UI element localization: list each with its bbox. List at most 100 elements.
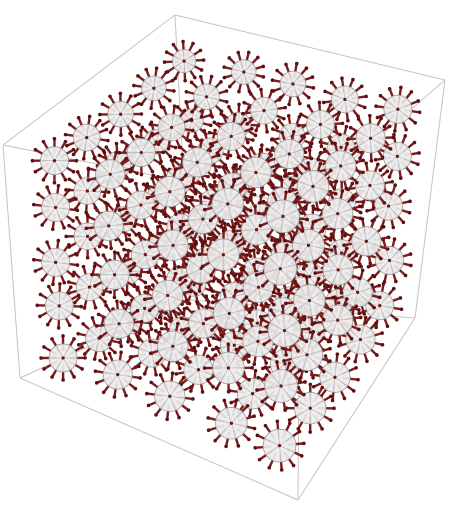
facet xyxy=(344,99,358,105)
core xyxy=(195,160,199,164)
atom xyxy=(382,201,387,205)
atom xyxy=(221,288,226,293)
core xyxy=(386,204,391,208)
atom xyxy=(158,161,163,166)
facet xyxy=(171,122,185,128)
atom xyxy=(174,372,179,376)
core xyxy=(169,125,174,130)
facet xyxy=(238,393,253,400)
atom xyxy=(200,390,205,394)
facet xyxy=(332,94,346,100)
facet xyxy=(397,95,401,110)
atom xyxy=(328,168,333,173)
molecule xyxy=(310,352,360,403)
atom xyxy=(75,208,80,213)
atom xyxy=(224,444,228,449)
atom xyxy=(345,141,349,146)
facet xyxy=(284,363,299,369)
atom xyxy=(371,206,376,210)
atom xyxy=(348,125,353,130)
atom xyxy=(90,316,95,320)
atom xyxy=(387,124,392,129)
atom xyxy=(272,243,277,247)
facet xyxy=(169,191,181,203)
facet xyxy=(220,367,229,382)
atom xyxy=(255,388,259,392)
atom xyxy=(253,204,257,209)
atom xyxy=(158,373,163,377)
facet xyxy=(229,313,241,326)
core xyxy=(116,372,120,377)
atom xyxy=(130,355,134,359)
atom xyxy=(337,344,341,348)
atom xyxy=(217,165,222,169)
facet xyxy=(41,205,56,208)
core xyxy=(139,203,143,207)
atom xyxy=(173,155,177,160)
atom xyxy=(374,321,378,325)
facet xyxy=(210,150,220,160)
atom xyxy=(79,304,84,309)
atom xyxy=(261,256,265,261)
molecule xyxy=(313,245,363,295)
atom xyxy=(180,311,185,316)
atom xyxy=(358,156,362,161)
molecule xyxy=(173,138,222,187)
atom xyxy=(381,224,386,229)
facet xyxy=(275,385,282,402)
molecule xyxy=(35,282,84,330)
core xyxy=(307,298,312,303)
atom xyxy=(252,262,256,267)
atom xyxy=(104,303,108,308)
atom xyxy=(107,342,112,347)
atom xyxy=(286,113,291,118)
facet xyxy=(389,260,404,264)
atom xyxy=(243,117,248,122)
atom xyxy=(374,325,378,330)
atom xyxy=(144,391,149,396)
atom xyxy=(169,316,174,321)
atom xyxy=(322,225,327,230)
facet xyxy=(144,294,148,309)
core xyxy=(229,421,233,425)
atom xyxy=(387,175,392,179)
core xyxy=(336,212,340,216)
facet xyxy=(96,338,100,352)
core xyxy=(232,343,236,347)
atom xyxy=(68,122,72,127)
molecule xyxy=(241,87,288,134)
core xyxy=(52,159,57,163)
atom xyxy=(195,300,199,304)
facet xyxy=(174,60,185,68)
facet xyxy=(226,408,232,424)
atom xyxy=(169,220,174,224)
atom xyxy=(151,173,156,178)
atom xyxy=(252,192,257,197)
atom xyxy=(271,290,276,295)
core xyxy=(368,183,372,188)
facet xyxy=(250,393,253,409)
facet xyxy=(136,204,142,219)
atom xyxy=(276,163,280,167)
atom xyxy=(92,264,97,269)
atom xyxy=(159,326,164,331)
core xyxy=(201,217,205,221)
atom xyxy=(42,367,46,371)
atom xyxy=(329,308,334,312)
atom xyxy=(36,247,40,251)
atom xyxy=(175,105,180,109)
atom xyxy=(328,359,332,363)
facet xyxy=(157,245,174,247)
atom xyxy=(394,317,399,322)
atom xyxy=(225,156,230,160)
atom xyxy=(114,141,119,146)
core xyxy=(171,344,175,348)
atom xyxy=(124,393,128,398)
atom xyxy=(132,284,136,288)
atom xyxy=(285,243,289,248)
facet xyxy=(245,331,259,342)
atom xyxy=(128,169,133,174)
atom xyxy=(393,129,397,133)
atom xyxy=(402,189,407,194)
atom xyxy=(327,289,332,294)
